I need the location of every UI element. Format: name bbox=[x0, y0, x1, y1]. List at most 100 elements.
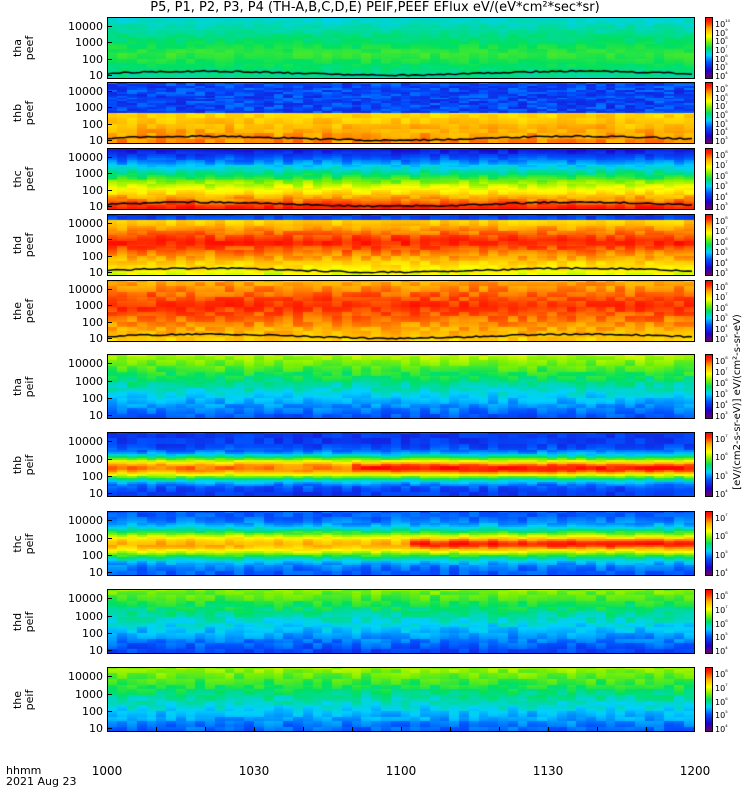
x-tick-mark bbox=[646, 727, 647, 732]
colorbar-tick-exponent: ⁵ bbox=[725, 313, 728, 321]
x-tick-mark bbox=[401, 727, 402, 732]
colorbar-tick-label: 10⁴ bbox=[715, 489, 728, 499]
colorbar-tick-exponent: ⁵ bbox=[725, 470, 728, 478]
colorbar-tick-label: 10⁵ bbox=[715, 710, 728, 721]
colorbar-tick-exponent: ⁸ bbox=[725, 356, 728, 363]
colorbar-tick-exponent: ⁷ bbox=[725, 604, 728, 612]
spectrogram-panel-thb-peif bbox=[107, 432, 695, 497]
y-tick-label: 10 bbox=[89, 134, 103, 148]
colorbar-tick-exponent: ⁴ bbox=[725, 127, 728, 135]
colorbar-tick-exponent: ⁵ bbox=[725, 62, 728, 70]
colorbar-tick-exponent: ³ bbox=[725, 202, 728, 209]
colorbar-tick-label: 10⁶ bbox=[715, 302, 728, 313]
x-tick-mark bbox=[694, 727, 695, 732]
spectrogram-panel-thc-peif bbox=[107, 511, 695, 576]
panel-label-product: peef bbox=[23, 232, 36, 258]
colorbar-tick-exponent: ¹⁰ bbox=[725, 19, 730, 26]
panel-label-product: peef bbox=[23, 166, 36, 192]
x-tick-label: 1030 bbox=[238, 764, 270, 778]
colorbar-tick-label: 10⁵ bbox=[715, 62, 728, 73]
colorbar-tick-exponent: ⁷ bbox=[725, 513, 728, 520]
y-tick-mark bbox=[107, 493, 112, 494]
y-tick-mark bbox=[107, 572, 112, 573]
x-tick-label: 1130 bbox=[532, 764, 564, 778]
colorbar-tick-exponent: ⁶ bbox=[725, 170, 728, 178]
y-tick-mark bbox=[107, 289, 112, 290]
colorbar-tick-exponent: ⁶ bbox=[725, 302, 728, 310]
y-tick-label: 100 bbox=[82, 391, 103, 405]
y-tick-mark bbox=[107, 338, 112, 339]
colorbar-tick-exponent: ⁷ bbox=[725, 226, 728, 234]
y-tick-label: 10 bbox=[89, 332, 103, 346]
colorbar-tick-exponent: ⁶ bbox=[725, 110, 728, 117]
y-tick-label: 100 bbox=[82, 249, 103, 263]
colorbar-tick-label: 10⁵ bbox=[715, 247, 728, 258]
y-tick-mark bbox=[107, 140, 112, 141]
colorbar-tick-label: 10⁵ bbox=[715, 181, 728, 192]
colorbar-tick-label: 10⁶ bbox=[715, 531, 728, 542]
colorbar-tick-label: 10⁸ bbox=[715, 92, 728, 103]
colorbar-tick-exponent: ⁶ bbox=[725, 618, 728, 626]
panel-label: the peif bbox=[11, 670, 36, 730]
panel-label: thc peef bbox=[11, 149, 36, 209]
y-tick-mark bbox=[107, 75, 112, 76]
colorbar-tick-exponent: ³ bbox=[725, 268, 728, 275]
colorbar-tick-label: 10⁷ bbox=[715, 367, 728, 377]
colorbar bbox=[705, 589, 713, 654]
y-tick-label: 100 bbox=[82, 52, 103, 66]
y-tick-label: 1000 bbox=[75, 233, 103, 247]
colorbar-tick-exponent: ⁸ bbox=[725, 150, 728, 157]
colorbar-tick-label: 10⁴ bbox=[715, 646, 728, 656]
y-tick-mark bbox=[107, 398, 112, 399]
y-tick-label: 10 bbox=[89, 722, 103, 736]
y-tick-mark bbox=[107, 173, 112, 174]
x-tick-label: 1200 bbox=[679, 764, 711, 778]
y-tick-mark bbox=[107, 26, 112, 27]
x-tick-mark bbox=[548, 727, 549, 732]
colorbar-tick-exponent: ⁶ bbox=[725, 531, 728, 539]
x-tick-label: 1100 bbox=[385, 764, 417, 778]
x-tick-mark bbox=[352, 727, 353, 732]
colorbar-tick-label: 10⁸ bbox=[715, 36, 728, 47]
colorbar-tick-label: 10¹⁰ bbox=[715, 19, 730, 29]
colorbar-tick-exponent: ⁸ bbox=[725, 591, 728, 598]
colorbar-tick-exponent: ⁵ bbox=[725, 118, 728, 126]
colorbar-tick-label: 10⁴ bbox=[715, 724, 728, 734]
y-tick-mark bbox=[107, 91, 112, 92]
colorbar-tick-label: 10⁶ bbox=[715, 170, 728, 181]
colorbar-tick-label: 10⁴ bbox=[715, 400, 728, 410]
y-tick-mark bbox=[107, 538, 112, 539]
spectrogram-panel-tha-peif bbox=[107, 354, 695, 419]
y-tick-mark bbox=[107, 555, 112, 556]
colorbar-tick-exponent: ⁵ bbox=[725, 247, 728, 255]
colorbar-tick-label: 10⁸ bbox=[715, 356, 728, 366]
spectrogram-image bbox=[108, 18, 694, 78]
y-tick-mark bbox=[107, 415, 112, 416]
colorbar-tick-label: 10⁸ bbox=[715, 216, 728, 226]
colorbar-tick-label: 10⁵ bbox=[715, 632, 728, 643]
colorbar-tick-exponent: ⁴ bbox=[725, 724, 728, 731]
y-tick-label: 1000 bbox=[75, 374, 103, 388]
colorbar-tick-exponent: ⁵ bbox=[725, 181, 728, 189]
colorbar bbox=[705, 354, 713, 419]
colorbar-tick-exponent: ⁵ bbox=[725, 389, 728, 396]
colorbar-tick-label: 10⁷ bbox=[715, 513, 728, 523]
y-tick-label: 10 bbox=[89, 266, 103, 280]
spectrogram-image bbox=[108, 281, 694, 341]
y-tick-mark bbox=[107, 59, 112, 60]
x-tick-mark bbox=[597, 727, 598, 732]
y-tick-mark bbox=[107, 520, 112, 521]
colorbar-tick-exponent: ⁵ bbox=[725, 710, 728, 718]
colorbar-tick-label: 10³ bbox=[715, 411, 728, 421]
y-tick-mark bbox=[107, 363, 112, 364]
panel-label: thb peif bbox=[11, 435, 36, 495]
spectrogram-image bbox=[108, 668, 694, 731]
y-tick-label: 10000 bbox=[68, 514, 103, 528]
colorbar-tick-exponent: ⁴ bbox=[725, 71, 728, 78]
panel-label-product: peif bbox=[23, 533, 36, 554]
colorbar-tick-label: 10³ bbox=[715, 136, 728, 146]
y-tick-label: 10000 bbox=[68, 216, 103, 230]
y-tick-mark bbox=[107, 711, 112, 712]
y-tick-label: 1000 bbox=[75, 299, 103, 313]
x-axis-date: 2021 Aug 23 bbox=[6, 775, 77, 788]
